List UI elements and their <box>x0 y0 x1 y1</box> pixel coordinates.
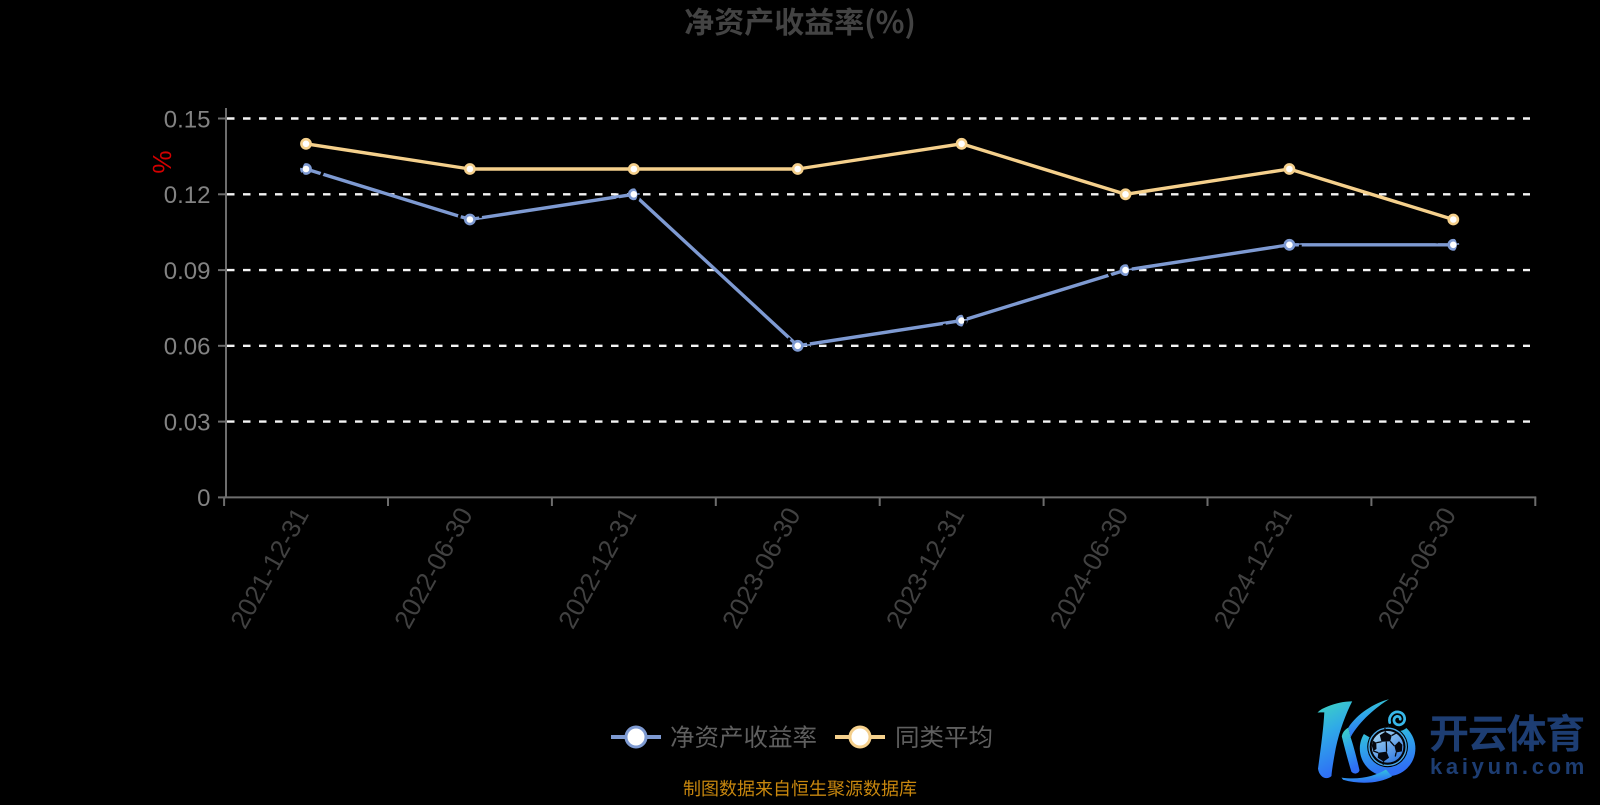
svg-text:0.12: 0.12 <box>164 182 211 209</box>
svg-text:0.09: 0.09 <box>164 258 211 285</box>
svg-text:0.15: 0.15 <box>164 106 211 133</box>
svg-text:%: % <box>147 150 177 173</box>
svg-text:0.03: 0.03 <box>164 409 211 436</box>
svg-text:kaiyun.com: kaiyun.com <box>1430 754 1588 779</box>
svg-text:0.06: 0.06 <box>164 334 211 361</box>
svg-text:0: 0 <box>197 485 210 512</box>
